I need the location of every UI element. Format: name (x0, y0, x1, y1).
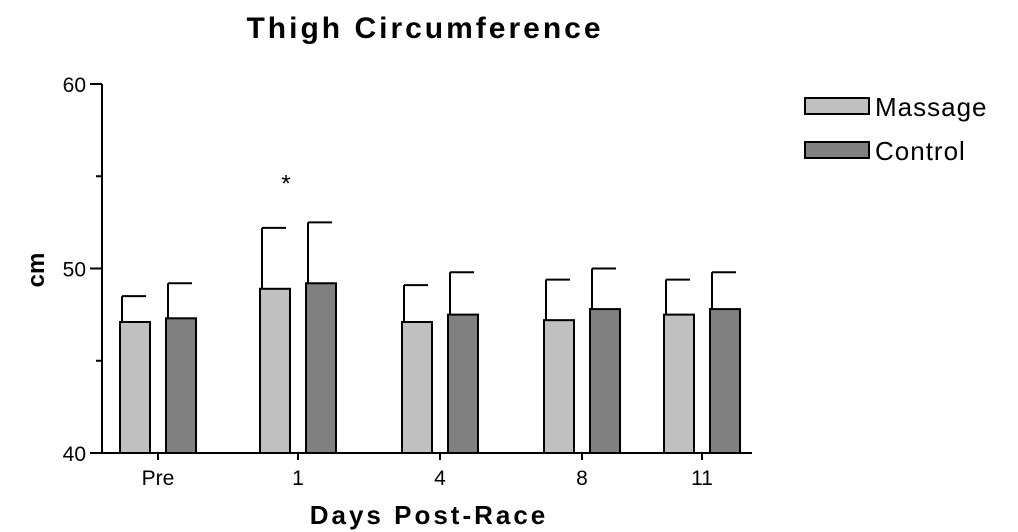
legend-label-massage: Massage (875, 92, 988, 122)
y-axis-label: cm (23, 253, 50, 288)
y-tick-label: 50 (63, 259, 86, 282)
legend-swatch-control (804, 141, 870, 159)
bar-control-4 (447, 313, 479, 454)
error-bar-group (121, 221, 736, 323)
legend-label-control: Control (875, 136, 966, 166)
x-axis-label: Days Post-Race (310, 500, 549, 530)
x-tick-label: Pre (142, 467, 175, 490)
bar-massage-4 (401, 321, 433, 454)
bar-control-pre (165, 317, 197, 454)
bar-control-1 (305, 282, 337, 455)
bar-control-8 (589, 308, 621, 454)
bar-group (119, 282, 741, 455)
annotations: * (281, 170, 290, 197)
x-tick-label: 4 (434, 467, 446, 490)
tick-labels: Pre 1 4 8 11 40 50 60 (63, 74, 713, 490)
x-tick-label: 11 (691, 467, 713, 490)
bar-massage-pre (119, 321, 151, 454)
bar-massage-11 (663, 313, 695, 454)
legend-swatch-massage (804, 97, 870, 115)
bar-control-11 (709, 308, 741, 454)
x-tick-label: 8 (576, 467, 588, 490)
y-tick-label: 60 (63, 74, 86, 97)
axes (90, 83, 752, 460)
significance-annotation: * (281, 170, 290, 197)
x-tick-label: 1 (292, 467, 304, 490)
legend: Massage Control (804, 92, 988, 166)
y-tick-label: 40 (63, 443, 86, 466)
bar-massage-8 (543, 319, 575, 454)
bar-massage-1 (259, 287, 291, 455)
chart-title: Thigh Circumference (246, 12, 603, 45)
